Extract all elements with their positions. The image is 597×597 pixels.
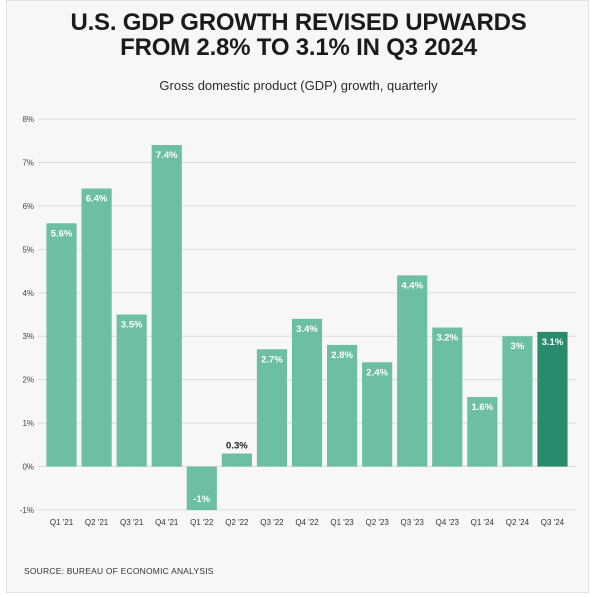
data-label: 2.4% — [366, 367, 388, 378]
bar — [397, 275, 428, 467]
x-tick-label: Q3 '23 — [401, 518, 425, 527]
y-tick-label: 4% — [22, 289, 34, 298]
title-line-1: U.S. GDP GROWTH REVISED UPWARDS — [70, 9, 527, 36]
x-tick-label: Q1 '24 — [471, 518, 495, 527]
source-note: SOURCE: BUREAU OF ECONOMIC ANALYSIS — [24, 566, 214, 576]
x-tick-label: Q3 '22 — [260, 518, 284, 527]
title-line-2: FROM 2.8% TO 3.1% IN Q3 2024 — [120, 34, 477, 61]
bar — [326, 344, 358, 467]
data-label: 1.6% — [472, 402, 494, 413]
y-tick-label: 0% — [22, 463, 34, 472]
bar-layer — [46, 145, 568, 510]
y-tick-label: 2% — [22, 376, 34, 385]
bar — [46, 223, 77, 467]
bar — [432, 327, 463, 467]
bar — [537, 331, 568, 467]
y-tick-label: 3% — [22, 332, 34, 341]
y-tick-label: 8% — [22, 115, 34, 124]
bar — [116, 314, 147, 467]
data-label: 6.4% — [86, 194, 108, 205]
data-label-layer: 5.6% 6.4% 3.5% 7.4% -1% 0.3% 2.7% 3.4% 2.8% 2.4% 4… — [51, 150, 564, 505]
data-label: 3.5% — [121, 320, 143, 331]
y-tick-label: -1% — [20, 506, 34, 515]
bar — [221, 453, 252, 467]
y-tick-label: 7% — [22, 158, 34, 167]
bar — [81, 188, 112, 467]
x-tick-label: Q1 '23 — [330, 518, 354, 527]
bar — [151, 145, 182, 467]
bar — [256, 349, 288, 467]
y-tick-label: 5% — [22, 245, 34, 254]
y-tick-label: 1% — [22, 419, 34, 428]
data-label: 3% — [511, 341, 525, 352]
x-tick-label: Q2 '22 — [225, 518, 249, 527]
chart-title: U.S. GDP GROWTH REVISED UPWARDS FROM 2.8… — [0, 10, 597, 60]
x-tick-label: Q2 '21 — [85, 518, 109, 527]
chart-subtitle: Gross domestic product (GDP) growth, qua… — [159, 78, 438, 93]
x-tick-label: Q4 '23 — [436, 518, 460, 527]
bar — [186, 466, 217, 510]
x-tick-label: Q1 '21 — [50, 518, 74, 527]
x-tick-label: Q4 '21 — [155, 518, 179, 527]
x-tick-label: Q3 '21 — [120, 518, 144, 527]
x-tick-label: Q2 '23 — [365, 518, 389, 527]
data-label: 3.4% — [296, 324, 318, 335]
bar — [362, 362, 393, 467]
data-label: 5.6% — [51, 228, 73, 239]
data-label: 7.4% — [156, 150, 178, 161]
data-label: -1% — [193, 494, 210, 505]
data-label: 0.3% — [226, 441, 248, 452]
bar — [467, 397, 498, 467]
x-tick-label: Q4 '22 — [295, 518, 319, 527]
data-label: 2.7% — [261, 354, 283, 365]
data-label: 3.1% — [542, 337, 564, 348]
data-label: 2.8% — [331, 350, 353, 361]
x-tick-label: Q2 '24 — [506, 518, 530, 527]
bar — [502, 336, 533, 467]
axis-layer: 8% 7% 6% 5% 4% 3% 2% 1% 0% -1% Q1 '21 Q2 '21 Q3 '21 Q… — [20, 115, 565, 527]
data-label: 4.4% — [401, 280, 423, 291]
x-tick-label: Q1 '22 — [190, 518, 214, 527]
y-tick-label: 6% — [22, 202, 34, 211]
bar — [291, 318, 323, 467]
data-label: 3.2% — [436, 333, 458, 344]
x-tick-label: Q3 '24 — [541, 518, 565, 527]
